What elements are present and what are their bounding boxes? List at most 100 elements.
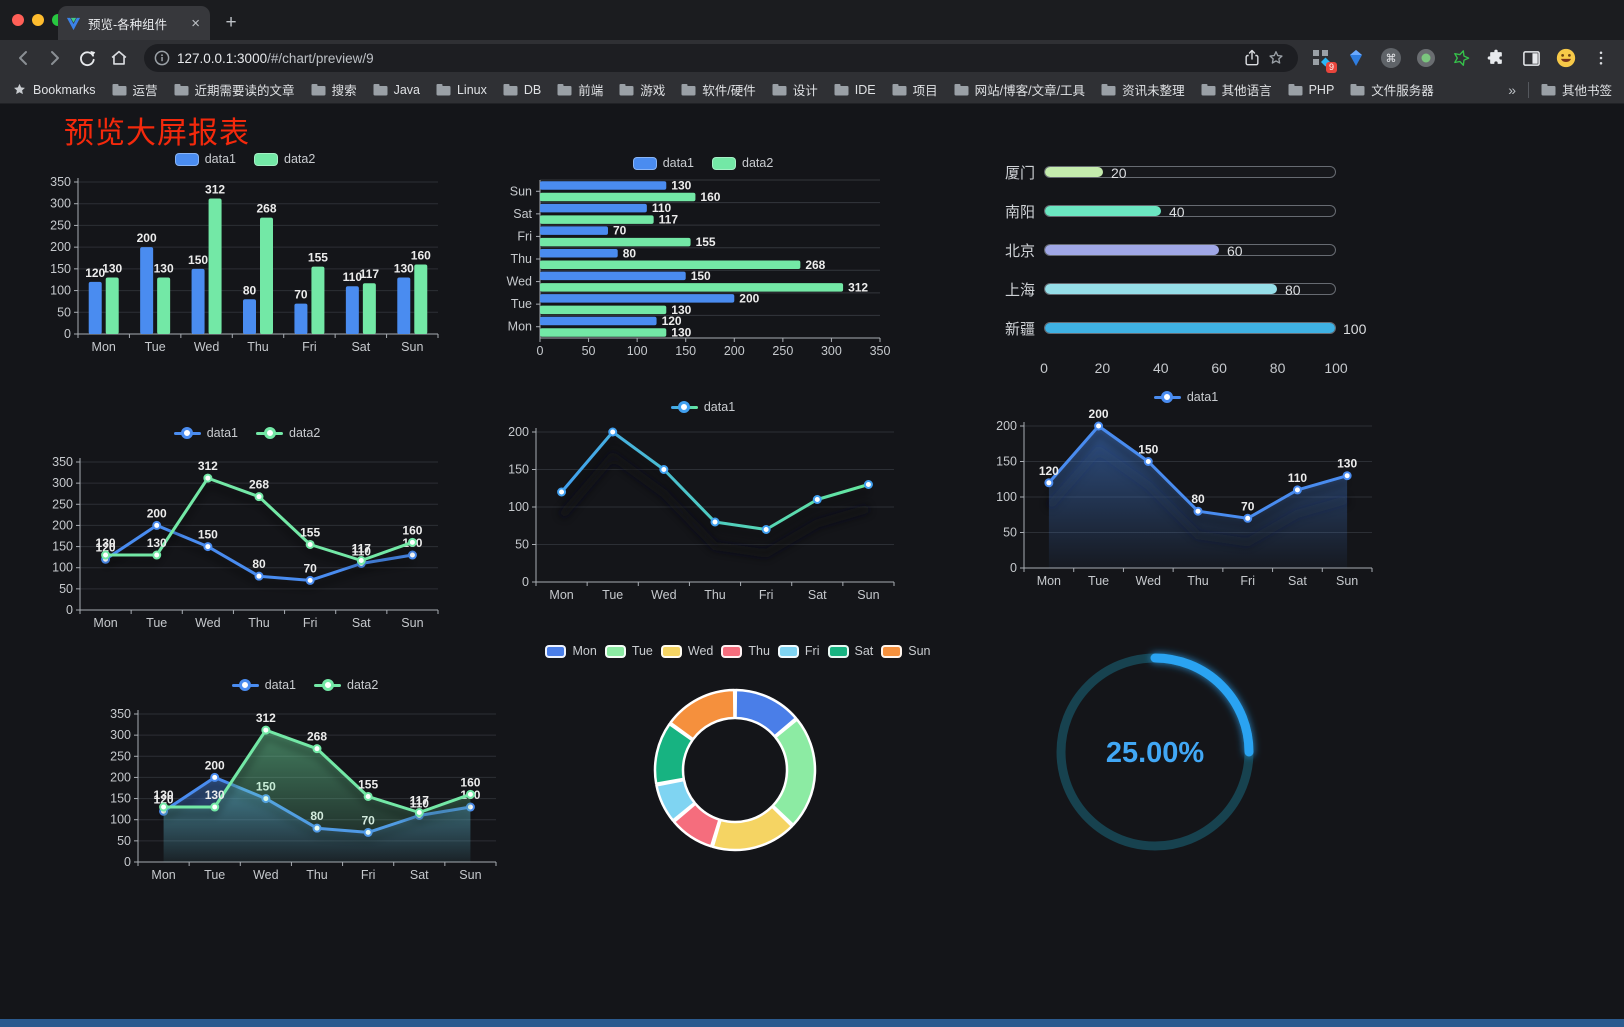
svg-text:Mon: Mon [93,616,117,630]
legend-item-data2[interactable]: data2 [712,156,773,170]
share-icon[interactable] [1240,45,1264,71]
legend-item-data2[interactable]: data2 [254,152,315,166]
bookmark-folder-资讯未整理[interactable]: 资讯未整理 [1101,80,1185,99]
tab-manager-extension-icon[interactable]: 9 [1310,47,1337,73]
bookmark-folder-运营[interactable]: 运营 [112,80,158,99]
svg-text:100: 100 [52,561,73,575]
address-bar[interactable]: 127.0.0.1:3000/#/chart/preview/9 [144,44,1298,72]
svg-text:70: 70 [294,288,308,302]
gauge-value: 25.00% [1106,737,1205,769]
legend-item-Fri[interactable]: Fri [777,644,820,658]
axis-tick-60: 60 [1211,360,1227,376]
svg-text:160: 160 [411,249,431,263]
legend-item-data1[interactable]: data1 [231,678,296,692]
svg-text:Sun: Sun [401,340,423,354]
svg-text:130: 130 [394,262,414,276]
bookmark-folder-Linux[interactable]: Linux [436,80,487,99]
progress-axis: 0 20 40 60 80 100 [1040,360,1348,380]
svg-text:Mon: Mon [92,340,116,354]
bookmark-folder-DB[interactable]: DB [503,80,541,99]
legend-item-data1[interactable]: data1 [670,400,736,414]
svg-text:50: 50 [1003,526,1017,540]
home-button[interactable] [106,45,132,71]
bookmarks-manager[interactable]: Bookmarks [12,82,96,97]
svg-text:Mon: Mon [151,868,175,882]
bookmark-folder-IDE[interactable]: IDE [834,80,876,99]
legend-item-data1[interactable]: data1 [1153,390,1218,404]
bar-data2-Fri [311,266,325,334]
legend-item-Tue[interactable]: Tue [604,644,653,658]
other-bookmarks[interactable]: 其他书签 [1541,80,1612,99]
bookmark-folder-近期需要读的文章[interactable]: 近期需要读的文章 [174,80,295,99]
bookmark-star-icon[interactable] [1264,45,1288,71]
svg-text:268: 268 [307,730,327,744]
line-chart-plot: 0 50 100 150 200 Mon Tue Wed Thu Fri Sat Sun [508,425,895,602]
browser-tab[interactable]: 预览-各种组件 × [58,6,210,40]
site-info-icon[interactable] [154,50,170,66]
svg-text:268: 268 [249,478,269,492]
point-data2-Mon [159,802,169,812]
menu-kebab-icon[interactable] [1590,47,1612,69]
extensions-puzzle-icon[interactable] [1485,47,1507,69]
bookmark-folder-前端[interactable]: 前端 [557,80,603,99]
tab-close-icon[interactable]: × [191,14,200,32]
command-extension-icon[interactable]: ⌘ [1380,47,1402,69]
svg-text:150: 150 [675,344,696,358]
gem-extension-icon[interactable] [1345,47,1367,69]
progress-row-北京: 北京 60 [995,243,1336,260]
legend-item-data2[interactable]: data2 [256,426,320,440]
legend-item-Sat[interactable]: Sat [827,644,873,658]
url-host: 127.0.0.1:3000 [177,50,268,66]
svg-text:Sat: Sat [1288,574,1307,588]
line-data1 [560,430,870,531]
new-tab-button[interactable]: + [225,12,237,33]
legend-label: data1 [703,400,736,414]
bookmark-folder-游戏[interactable]: 游戏 [619,80,665,99]
close-window-button[interactable] [12,14,24,26]
bookmark-folder-文件服务器[interactable]: 文件服务器 [1350,80,1434,99]
svg-text:Fri: Fri [759,588,774,602]
back-button[interactable] [10,45,36,71]
svg-text:150: 150 [1138,443,1158,457]
bookmark-folder-设计[interactable]: 设计 [772,80,818,99]
legend-item-Wed[interactable]: Wed [660,644,713,658]
legend-item-Sun[interactable]: Sun [881,644,931,658]
bookmark-folder-搜索[interactable]: 搜索 [311,80,357,99]
point-data2-Thu [254,492,264,502]
side-panel-icon[interactable] [1520,47,1542,69]
progress-value: 60 [1227,243,1243,259]
bookmark-folder-PHP[interactable]: PHP [1288,80,1334,99]
bookmark-folder-Java[interactable]: Java [373,80,420,99]
legend-item-data1[interactable]: data1 [174,152,236,166]
legend-item-Thu[interactable]: Thu [721,644,770,658]
bookmark-folder-项目[interactable]: 项目 [892,80,938,99]
bookmarks-overflow-icon[interactable]: » [1508,81,1516,98]
legend-item-data1[interactable]: data1 [173,426,238,440]
bookmark-folder-软件/硬件[interactable]: 软件/硬件 [681,80,756,99]
bar-data1-Sun [397,277,411,334]
svg-text:150: 150 [52,540,73,554]
star-extension-icon[interactable] [1450,47,1472,69]
profile-avatar[interactable] [1555,47,1577,69]
minimize-window-button[interactable] [32,14,44,26]
record-extension-icon[interactable] [1415,47,1437,69]
point-data1-Tue [210,772,220,782]
bar-data2-Wed [208,198,222,334]
legend-item-data1[interactable]: data1 [632,156,694,170]
svg-text:Fri: Fri [303,616,318,630]
folder-icon [373,83,388,96]
bookmark-folder-网站/博客/文章/工具[interactable]: 网站/博客/文章/工具 [954,80,1085,99]
bookmark-folder-其他语言[interactable]: 其他语言 [1201,80,1272,99]
legend-swatch [231,679,259,691]
svg-text:Sun: Sun [857,588,879,602]
progress-row-厦门: 厦门 20 [995,165,1336,182]
legend-item-data2[interactable]: data2 [314,678,378,692]
svg-text:300: 300 [52,476,73,490]
legend: data1 [498,396,908,418]
progress-row-南阳: 南阳 40 [995,204,1336,221]
forward-button[interactable] [42,45,68,71]
legend-item-Mon[interactable]: Mon [545,644,597,658]
reload-button[interactable] [74,45,100,71]
legend-label: Sun [908,644,931,658]
svg-text:312: 312 [198,459,218,473]
